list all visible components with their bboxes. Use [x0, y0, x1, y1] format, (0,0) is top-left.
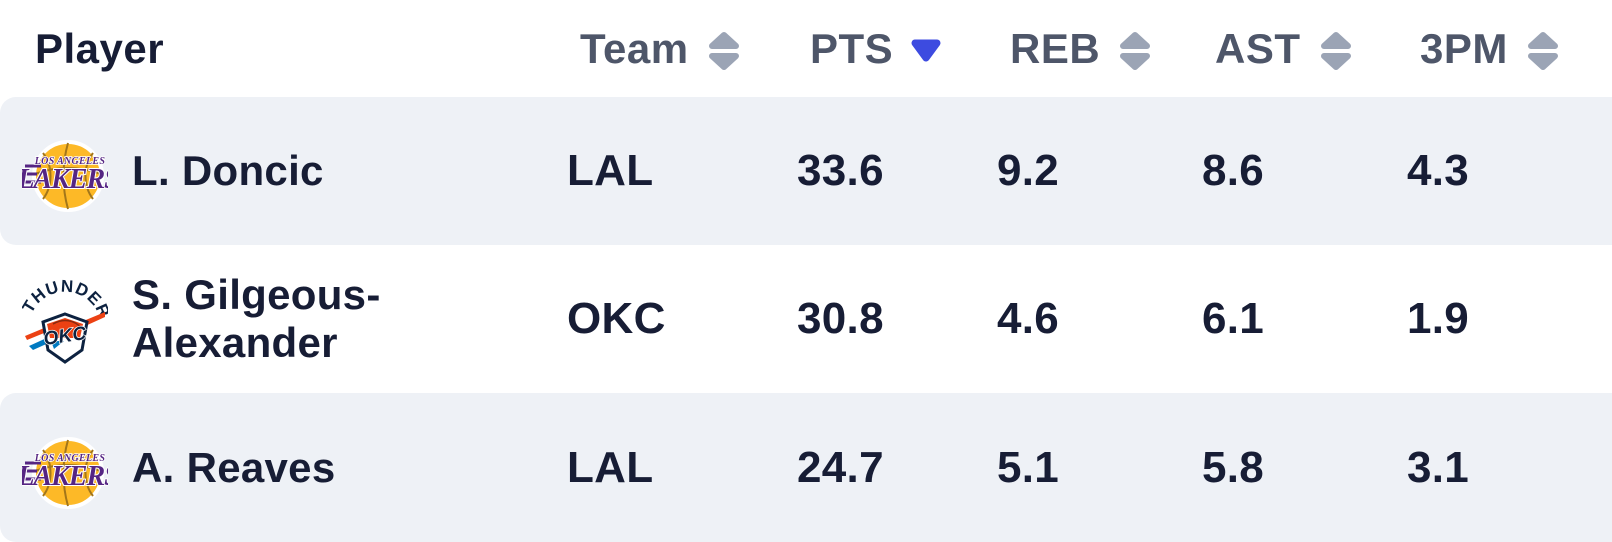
team-cell: OKC — [567, 294, 666, 343]
table-row: S. Gilgeous-Alexander OKC 30.8 4.6 6.1 1… — [0, 245, 1612, 393]
3pm-cell: 1.9 — [1407, 294, 1470, 343]
reb-cell: 9.2 — [997, 146, 1060, 195]
player-cell: S. Gilgeous-Alexander — [22, 271, 567, 367]
player-cell: A. Reaves — [22, 420, 567, 516]
column-label: Team — [580, 24, 689, 72]
sort-toggle-icon[interactable] — [1317, 30, 1355, 72]
column-header-ast[interactable]: AST — [1215, 25, 1420, 73]
reb-cell: 4.6 — [997, 294, 1060, 343]
thunder-logo — [22, 271, 108, 367]
table-row: L. Doncic LAL 33.6 9.2 8.6 4.3 — [0, 97, 1612, 245]
table-row: A. Reaves LAL 24.7 5.1 5.8 3.1 — [0, 393, 1612, 542]
sort-toggle-icon[interactable] — [1524, 30, 1562, 72]
sort-toggle-icon[interactable] — [1116, 30, 1154, 72]
pts-cell: 33.6 — [797, 146, 884, 195]
column-header-3pm[interactable]: 3PM — [1420, 25, 1612, 73]
lakers-logo — [22, 123, 108, 219]
lakers-logo — [22, 420, 108, 516]
reb-cell: 5.1 — [997, 442, 1060, 492]
column-header-team[interactable]: Team — [580, 25, 810, 73]
player-cell: L. Doncic — [22, 123, 567, 219]
column-header-player: Player — [35, 25, 580, 73]
column-label: PTS — [810, 24, 894, 72]
column-header-reb[interactable]: REB — [1010, 25, 1215, 73]
pts-cell: 30.8 — [797, 294, 884, 343]
team-cell: LAL — [567, 442, 654, 492]
player-name: L. Doncic — [132, 147, 324, 194]
pts-cell: 24.7 — [797, 442, 884, 492]
player-name: A. Reaves — [132, 443, 336, 491]
player-name: S. Gilgeous-Alexander — [132, 271, 381, 366]
ast-cell: 6.1 — [1202, 294, 1265, 343]
ast-cell: 5.8 — [1202, 442, 1265, 492]
column-header-pts[interactable]: PTS — [810, 25, 1010, 73]
column-label: Player — [35, 24, 165, 72]
3pm-cell: 4.3 — [1407, 146, 1470, 195]
sort-desc-icon[interactable] — [909, 38, 943, 64]
column-label: REB — [1010, 24, 1101, 72]
team-cell: LAL — [567, 146, 654, 195]
ast-cell: 8.6 — [1202, 146, 1265, 195]
sort-toggle-icon[interactable] — [705, 30, 743, 72]
3pm-cell: 3.1 — [1407, 442, 1470, 492]
column-label: 3PM — [1420, 24, 1508, 72]
header-row: Player Team PTS REB AST 3PM — [0, 0, 1612, 97]
column-label: AST — [1215, 24, 1301, 72]
